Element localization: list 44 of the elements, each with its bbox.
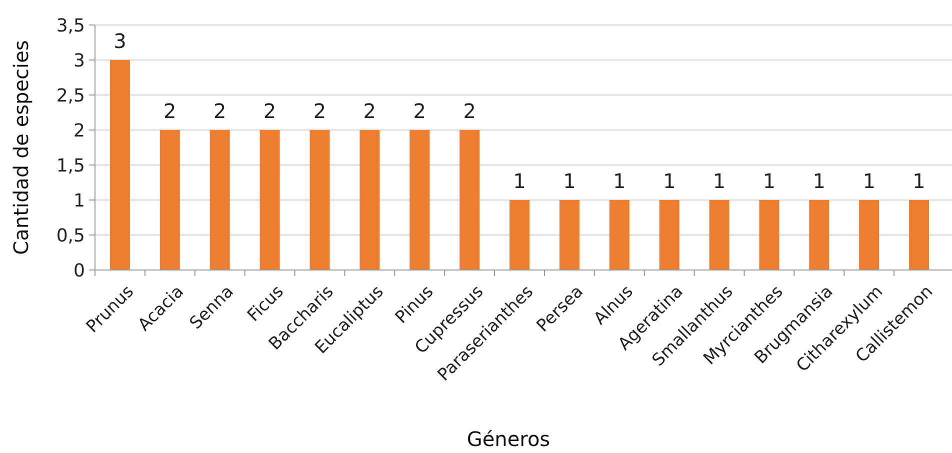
data-label: 2 <box>263 99 276 123</box>
y-tick-label: 3,5 <box>56 15 85 36</box>
data-label: 1 <box>862 169 876 193</box>
bar <box>709 200 730 270</box>
bar <box>909 200 930 270</box>
data-label: 2 <box>363 99 376 123</box>
bar <box>759 200 780 270</box>
bar <box>659 200 680 270</box>
data-label: 2 <box>463 99 476 123</box>
y-tick-label: 3 <box>74 50 85 72</box>
bar <box>410 130 430 270</box>
bar <box>510 200 530 270</box>
bar <box>460 130 480 270</box>
y-tick-label: 2 <box>74 120 85 142</box>
data-label: 1 <box>613 169 626 193</box>
bar <box>559 200 580 270</box>
bar <box>160 130 180 270</box>
data-label: 3 <box>114 29 126 53</box>
bar <box>360 130 380 270</box>
bar <box>609 200 630 270</box>
data-label: 1 <box>513 169 526 193</box>
data-label: 2 <box>164 99 176 123</box>
bar <box>110 60 130 270</box>
data-label: 1 <box>662 169 676 193</box>
data-label: 1 <box>812 169 826 193</box>
bar <box>310 130 330 270</box>
data-label: 1 <box>762 169 776 193</box>
y-tick-label: 1 <box>74 190 85 212</box>
y-tick-label: 0 <box>74 260 85 282</box>
data-label: 2 <box>413 99 426 123</box>
x-axis-title: Géneros <box>466 427 550 451</box>
data-label: 1 <box>912 169 926 193</box>
y-tick-label: 0,5 <box>56 225 85 246</box>
bar <box>210 130 230 270</box>
data-label: 1 <box>712 169 726 193</box>
y-axis-title: Cantidad de especies <box>9 40 33 255</box>
y-tick-label: 2,5 <box>56 85 85 106</box>
bar <box>260 130 280 270</box>
bar <box>859 200 880 270</box>
data-label: 2 <box>313 99 326 123</box>
y-tick-label: 1,5 <box>56 155 85 176</box>
data-label: 1 <box>563 169 576 193</box>
bar <box>809 200 830 270</box>
data-label: 2 <box>213 99 226 123</box>
